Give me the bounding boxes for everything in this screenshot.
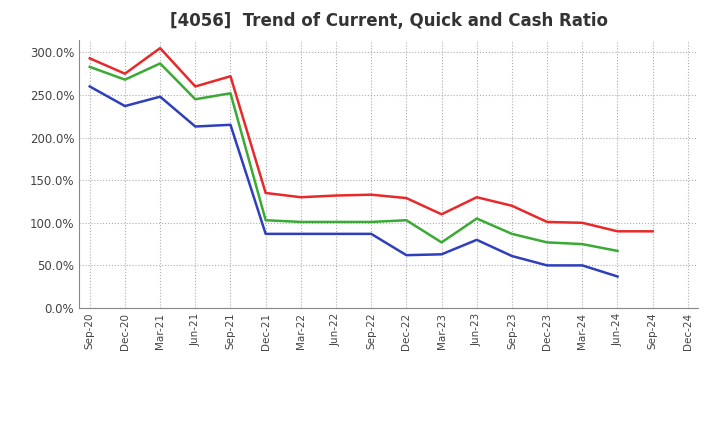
Cash Ratio (543, 263, 552, 268)
Cash Ratio (367, 231, 376, 237)
Cash Ratio (332, 231, 341, 237)
Current Ratio (437, 212, 446, 217)
Cash Ratio (578, 263, 587, 268)
Quick Ratio (578, 242, 587, 247)
Quick Ratio (261, 218, 270, 223)
Current Ratio (86, 56, 94, 61)
Line: Cash Ratio: Cash Ratio (90, 87, 618, 276)
Quick Ratio (472, 216, 481, 221)
Quick Ratio (156, 61, 164, 66)
Current Ratio (297, 194, 305, 200)
Current Ratio (367, 192, 376, 197)
Cash Ratio (226, 122, 235, 128)
Current Ratio (508, 203, 516, 209)
Cash Ratio (472, 237, 481, 242)
Quick Ratio (402, 218, 410, 223)
Quick Ratio (86, 64, 94, 70)
Quick Ratio (508, 231, 516, 237)
Cash Ratio (437, 252, 446, 257)
Title: [4056]  Trend of Current, Quick and Cash Ratio: [4056] Trend of Current, Quick and Cash … (170, 12, 608, 30)
Cash Ratio (191, 124, 199, 129)
Cash Ratio (261, 231, 270, 237)
Quick Ratio (226, 91, 235, 96)
Current Ratio (648, 229, 657, 234)
Quick Ratio (367, 219, 376, 224)
Current Ratio (121, 71, 130, 76)
Current Ratio (191, 84, 199, 89)
Cash Ratio (613, 274, 622, 279)
Current Ratio (261, 191, 270, 196)
Cash Ratio (86, 84, 94, 89)
Quick Ratio (191, 97, 199, 102)
Current Ratio (226, 73, 235, 79)
Quick Ratio (437, 240, 446, 245)
Cash Ratio (508, 253, 516, 259)
Quick Ratio (121, 77, 130, 82)
Current Ratio (578, 220, 587, 225)
Current Ratio (402, 195, 410, 201)
Current Ratio (613, 229, 622, 234)
Quick Ratio (332, 219, 341, 224)
Quick Ratio (543, 240, 552, 245)
Line: Current Ratio: Current Ratio (90, 48, 652, 231)
Cash Ratio (121, 103, 130, 109)
Current Ratio (332, 193, 341, 198)
Cash Ratio (156, 94, 164, 99)
Cash Ratio (297, 231, 305, 237)
Current Ratio (543, 219, 552, 224)
Cash Ratio (402, 253, 410, 258)
Current Ratio (156, 45, 164, 51)
Quick Ratio (613, 248, 622, 253)
Current Ratio (472, 194, 481, 200)
Quick Ratio (297, 219, 305, 224)
Line: Quick Ratio: Quick Ratio (90, 63, 618, 251)
